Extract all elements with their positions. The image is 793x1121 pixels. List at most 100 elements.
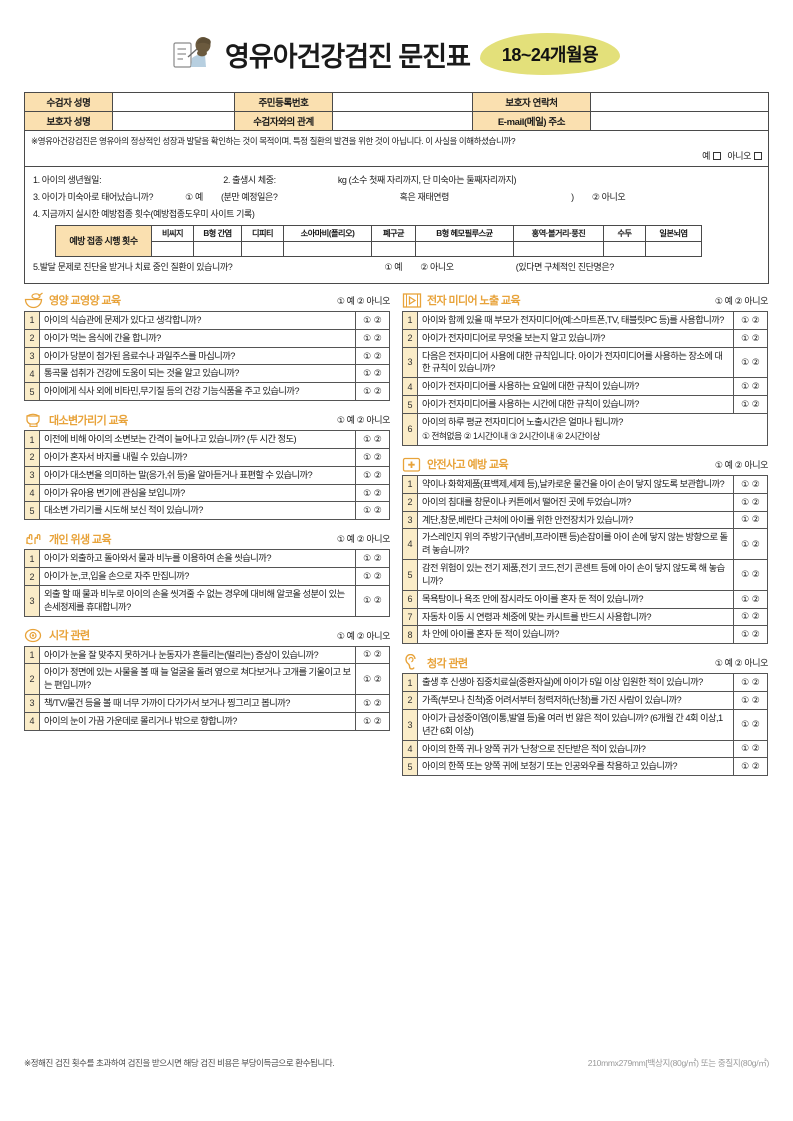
question-answer-choices[interactable]: ① ②	[355, 310, 390, 330]
question-answer-choices[interactable]: ① ②	[733, 739, 768, 759]
notice-no-checkbox[interactable]	[754, 151, 762, 160]
input-guardian-name[interactable]	[112, 111, 235, 131]
question-answer-choices[interactable]: ① ②	[733, 310, 768, 330]
vaccination-value-bcg[interactable]	[151, 241, 194, 258]
question-number: 4	[402, 739, 418, 759]
question-answer-choices[interactable]: ① ②	[355, 645, 390, 665]
question-number: 1	[24, 430, 40, 449]
question-answer-choices[interactable]: ① ②	[733, 377, 768, 397]
question-answer-choices[interactable]: ① ②	[355, 382, 390, 402]
section-title: 안전사고 예방 교육	[427, 459, 509, 472]
question-row: 6 아이의 하루 평균 전자미디어 노출시간은 얼마나 됩니까? ① 전혀없음 ② …	[402, 412, 768, 446]
question-answer-choices[interactable]: ① ②	[733, 691, 768, 710]
question-answer-choices[interactable]: ① ②	[355, 447, 390, 467]
vaccination-col-polio: 소아마비(폴리오)	[283, 225, 372, 243]
question-row: 2 아이가 혼자서 바지를 내릴 수 있습니까? ① ②	[24, 447, 390, 467]
question-answer-choices[interactable]: ① ②	[733, 510, 768, 530]
question-answer-choices[interactable]: ① ②	[355, 694, 390, 713]
question-answer-choices[interactable]: ① ②	[733, 346, 768, 379]
vaccination-value-hib[interactable]	[415, 241, 514, 258]
question-row: 3 계단,창문,베란다 근처에 아이를 위한 안전장치가 있습니까? ① ②	[402, 510, 768, 530]
question-text-label: 외출 할 때 물과 비누로 아이의 손을 씻겨줄 수 없는 경우에 대비해 알코…	[44, 588, 345, 612]
question-answer-choices[interactable]: ① ②	[733, 673, 768, 693]
question-number: 3	[402, 346, 418, 379]
question-text: 약이나 화학제품(표백제,세제 등),날카로운 물건을 아이 손이 닿지 않도록…	[417, 474, 734, 494]
question-answer-choices[interactable]: ① ②	[355, 584, 390, 617]
vaccination-value-mmr[interactable]	[513, 241, 604, 258]
question-answer-choices[interactable]: ① ②	[733, 528, 768, 561]
vaccination-value-je[interactable]	[645, 241, 702, 258]
info-q3-sub-label: (분만 예정일은?	[220, 191, 278, 202]
section-시각-관련: 시각 관련 ① 예 ② 아니오 1 아이가 눈을 잘 맞추지 못하거나 눈동자가 흔들…	[24, 626, 390, 731]
question-number: 5	[24, 382, 40, 402]
question-answer-choices[interactable]: ① ②	[733, 328, 768, 348]
question-answer-choices[interactable]: ① ②	[355, 430, 390, 449]
question-answer-choices[interactable]: ① ②	[355, 483, 390, 503]
section-legend: ① 예 ② 아니오	[714, 295, 769, 306]
question-answer-choices[interactable]: ① ②	[355, 465, 390, 485]
question-row: 4 통곡물 섭취가 건강에 도움이 되는 것을 알고 있습니까? ① ②	[24, 364, 390, 384]
input-email[interactable]	[590, 111, 769, 131]
input-resident-number[interactable]	[332, 92, 473, 112]
question-number: 4	[402, 528, 418, 561]
input-guardian-contact[interactable]	[590, 92, 769, 112]
right-column: 전자 미디어 노출 교육 ① 예 ② 아니오 1 아이와 함께 있을 때 부모가 전자…	[402, 291, 768, 785]
question-number: 2	[402, 492, 418, 512]
question-answer-choices[interactable]: ① ②	[733, 589, 768, 609]
question-answer-choices[interactable]: ① ②	[733, 625, 768, 645]
vaccination-value-pneumococcus[interactable]	[371, 241, 416, 258]
question-answer-choices[interactable]: ① ②	[733, 559, 768, 591]
question-answer-choices[interactable]: ① ②	[733, 708, 768, 741]
vaccination-col-hepb: B형 간염	[193, 225, 242, 243]
info-q5-option-yes[interactable]: ① 예	[384, 262, 403, 273]
vaccination-value-hepb[interactable]	[193, 241, 242, 258]
question-answer-choices[interactable]: ① ②	[355, 711, 390, 731]
question-answer-choices[interactable]: ① ②	[355, 364, 390, 384]
info-line-3: 4. 지금까지 실시한 예방접종 횟수(예방접종도우미 사이트 기록)	[33, 206, 760, 223]
question-number: 2	[402, 691, 418, 710]
input-relationship[interactable]	[332, 111, 473, 131]
notice-yes-checkbox[interactable]	[713, 151, 722, 160]
question-answer-choices[interactable]: ① ②	[733, 395, 768, 414]
question-row: 4 가스레인지 위의 주방기구(냄비,프라이팬 등)손잡이를 아이 손에 닿지 않…	[402, 528, 768, 561]
info-q5-label: 5.발달 문제로 진단을 받거나 치료 중인 질환이 있습니까?	[33, 262, 233, 273]
question-answer-choices[interactable]: ① ②	[355, 346, 390, 366]
question-text-label: 가스레인지 위의 주방기구(냄비,프라이팬 등)손잡이를 아이 손에 닿지 않는…	[422, 532, 728, 556]
info-q3-close-paren: )	[571, 191, 574, 202]
question-answer-choices[interactable]: ① ②	[733, 492, 768, 512]
question-text: 외출 할 때 물과 비누로 아이의 손을 씻겨줄 수 없는 경우에 대비해 알코…	[39, 584, 356, 617]
vaccination-value-polio[interactable]	[283, 241, 372, 258]
info-q3-option-yes[interactable]: ① 예	[185, 191, 203, 202]
question-answer-choices[interactable]: ① ②	[733, 607, 768, 627]
question-number: 6	[402, 412, 418, 446]
input-examinee-name[interactable]	[112, 92, 235, 112]
question-number: 5	[402, 757, 418, 777]
question-answer-choices[interactable]: ① ②	[355, 567, 390, 586]
question-answer-choices[interactable]: ① ②	[733, 474, 768, 494]
section-header: 대소변가리기 교육 ① 예 ② 아니오	[24, 410, 390, 429]
question-answer-choices[interactable]: ① ②	[355, 663, 390, 696]
question-table: 1 아이가 눈을 잘 맞추지 못하거나 눈동자가 흔들리는(떨리는) 증상이 있습…	[24, 645, 390, 731]
question-answer-choices[interactable]: ① ②	[355, 549, 390, 569]
vaccination-value-dtp[interactable]	[241, 241, 284, 258]
toilet-icon	[24, 411, 44, 428]
question-answer-choices[interactable]: ① ②	[355, 501, 390, 521]
question-text-label: 아이가 먹는 음식에 간을 합니까?	[44, 332, 161, 343]
question-row: 1 이전에 비해 아이의 소변보는 간격이 늘어나고 있습니까? (두 시간 정도…	[24, 430, 390, 449]
question-number: 5	[24, 501, 40, 521]
info-q3-option-no[interactable]: ② 아니오	[591, 191, 626, 202]
info-q1-label: 1. 아이의 생년월일:	[33, 175, 102, 186]
question-options[interactable]: ① 전혀없음 ② 1시간이내 ③ 2시간이내 ④ 2시간이상	[422, 430, 600, 441]
question-number: 1	[24, 310, 40, 330]
hands-wash-icon	[24, 530, 44, 547]
vaccination-table: 예방 접종 시행 횟수 비씨지 B형 간염 디피티 소아마비(폴리오) 폐구균 …	[55, 225, 702, 258]
question-answer-choices[interactable]: ① ②	[355, 328, 390, 348]
question-answer-choices[interactable]: ① ②	[733, 757, 768, 777]
question-row: 3 아이가 대소변을 의미하는 말(응가,쉬 등)을 알아듣거나 표편할 수 있습…	[24, 465, 390, 485]
vaccination-value-varicella[interactable]	[603, 241, 646, 258]
question-row: 1 아이의 식습관에 문제가 있다고 생각합니까? ① ②	[24, 310, 390, 330]
question-text: 아이의 한쪽 또는 양쪽 귀에 보청기 또는 인공와우를 착용하고 있습니까?	[417, 757, 734, 777]
section-청각-관련: 청각 관련 ① 예 ② 아니오 1 출생 후 신생아 집중치료실(중환자실)에 아이가…	[402, 653, 768, 777]
info-q5-option-no[interactable]: ② 아니오	[420, 262, 454, 273]
